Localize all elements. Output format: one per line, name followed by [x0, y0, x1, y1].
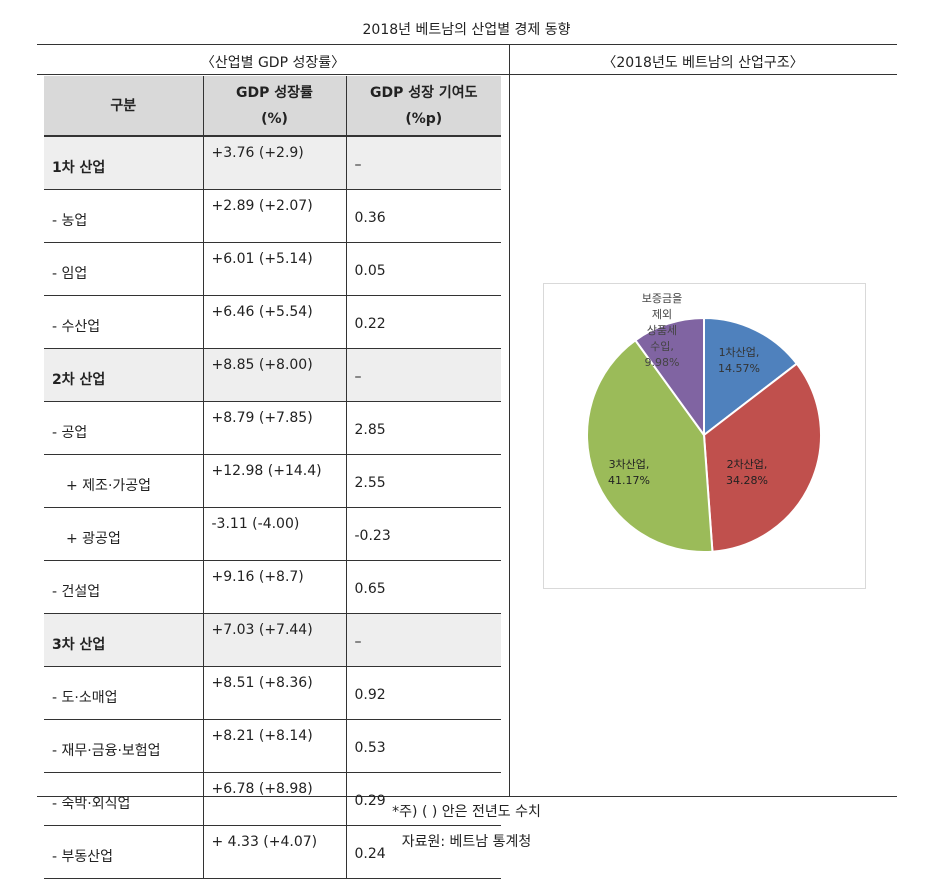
row-growth: +6.01 (+5.14) — [203, 242, 347, 296]
table-group-row: 2차 산업 +8.85 (+8.00) – — [44, 348, 501, 402]
row-growth: +9.16 (+8.7) — [203, 560, 347, 614]
row-category: - 숙박·외식업 — [44, 772, 204, 826]
table-row: - 숙박·외식업 +6.78 (+8.98) 0.29 — [44, 772, 501, 826]
table-row: + 제조·가공업 +12.98 (+14.4) 2.55 — [44, 454, 501, 508]
industry-structure-pie-chart: 1차산업, 14.57% 2차산업, 34.28% 3차산업, 41.17% 보증금을 제외 상… — [543, 283, 866, 589]
table-row: - 수산업 +6.46 (+5.54) 0.22 — [44, 295, 501, 349]
row-growth: +3.76 (+2.9) — [203, 136, 347, 190]
row-category: + 광공업 — [44, 507, 204, 561]
row-growth: +8.21 (+8.14) — [203, 719, 347, 773]
table-row: - 도·소매업 +8.51 (+8.36) 0.92 — [44, 666, 501, 720]
header-contribution: GDP 성장 기여도 (%p) — [346, 76, 501, 137]
row-growth: -3.11 (-4.00) — [203, 507, 347, 561]
row-category: - 건설업 — [44, 560, 204, 614]
source-note: 자료원: 베트남 통계청 — [401, 834, 532, 850]
row-growth: +2.89 (+2.07) — [203, 189, 347, 243]
row-contribution: – — [346, 136, 501, 190]
pie-slice — [702, 362, 822, 553]
row-growth: +8.79 (+7.85) — [203, 401, 347, 455]
left-section-heading: 〈산업별 GDP 성장률〉 — [200, 55, 346, 71]
table-row: - 농업 +2.89 (+2.07) 0.36 — [44, 189, 501, 243]
pie-data-label: 3차산업, 41.17% — [608, 458, 650, 487]
pie-slice — [703, 316, 799, 438]
row-growth: +6.78 (+8.98) — [203, 772, 347, 826]
pie-data-label: 2차산업, 34.28% — [726, 458, 768, 487]
pie-data-label: 보증금을 제외 상품세 수입, 9.98% — [642, 292, 682, 369]
row-category: - 재무·금융·보험업 — [44, 719, 204, 773]
row-category: - 공업 — [44, 401, 204, 455]
pie-svg: 1차산업, 14.57% 2차산업, 34.28% 3차산업, 41.17% 보증금을 제외 상… — [586, 292, 822, 553]
heading-rule — [37, 74, 897, 75]
row-growth: +8.85 (+8.00) — [203, 348, 347, 402]
row-contribution: 0.05 — [346, 242, 501, 296]
row-contribution: – — [346, 348, 501, 402]
row-growth: +7.03 (+7.44) — [203, 613, 347, 667]
row-category: + 제조·가공업 — [44, 454, 204, 508]
table-row: - 공업 +8.79 (+7.85) 2.85 — [44, 401, 501, 455]
table-row: - 임업 +6.01 (+5.14) 0.05 — [44, 242, 501, 296]
row-category: 2차 산업 — [44, 348, 204, 402]
row-contribution: – — [346, 613, 501, 667]
row-contribution: 2.55 — [346, 454, 501, 508]
header-category: 구분 — [44, 76, 204, 137]
document-title: 2018년 베트남의 산업별 경제 동향 — [362, 22, 571, 38]
header-contribution-line1: GDP 성장 기여도 — [369, 84, 478, 101]
pie-slice — [633, 316, 705, 439]
table-row: - 재무·금융·보험업 +8.21 (+8.14) 0.53 — [44, 719, 501, 773]
row-contribution: 0.29 — [346, 772, 501, 826]
footnote: *주) ( ) 안은 전년도 수치 — [392, 804, 541, 820]
table-group-row: 1차 산업 +3.76 (+2.9) – — [44, 136, 501, 190]
row-category: 1차 산업 — [44, 136, 204, 190]
header-category-label: 구분 — [110, 97, 137, 114]
row-category: 3차 산업 — [44, 613, 204, 667]
table-row: - 건설업 +9.16 (+8.7) 0.65 — [44, 560, 501, 614]
row-contribution: -0.23 — [346, 507, 501, 561]
row-contribution: 0.65 — [346, 560, 501, 614]
row-contribution: 0.92 — [346, 666, 501, 720]
header-growth-line1: GDP 성장률 — [236, 84, 313, 101]
row-growth: +6.46 (+5.54) — [203, 295, 347, 349]
row-contribution: 0.53 — [346, 719, 501, 773]
row-category: - 임업 — [44, 242, 204, 296]
header-growth: GDP 성장률 (%) — [203, 76, 347, 137]
row-contribution: 0.36 — [346, 189, 501, 243]
table-body: 1차 산업 +3.76 (+2.9) – - 농업 +2.89 (+2.07) 0.36-… — [44, 136, 501, 879]
row-contribution: 2.85 — [346, 401, 501, 455]
row-contribution: 0.22 — [346, 295, 501, 349]
header-growth-line2: (%) — [261, 110, 288, 127]
column-divider — [509, 44, 510, 796]
row-category: - 도·소매업 — [44, 666, 204, 720]
row-category: - 농업 — [44, 189, 204, 243]
pie-slice — [586, 338, 714, 553]
row-growth: +12.98 (+14.4) — [203, 454, 347, 508]
gdp-growth-table: 구분 GDP 성장률 (%) GDP 성장 기여도 (%p) 1차 산업 +3.7… — [44, 76, 501, 879]
pie-data-label: 1차산업, 14.57% — [718, 346, 760, 375]
table-row: + 광공업 -3.11 (-4.00) -0.23 — [44, 507, 501, 561]
row-growth: +8.51 (+8.36) — [203, 666, 347, 720]
header-contribution-line2: (%p) — [405, 110, 443, 127]
top-rule — [37, 44, 897, 45]
row-category: - 수산업 — [44, 295, 204, 349]
table-header-row: 구분 GDP 성장률 (%) GDP 성장 기여도 (%p) — [44, 76, 501, 137]
right-section-heading: 〈2018년도 베트남의 산업구조〉 — [602, 55, 804, 71]
table-group-row: 3차 산업 +7.03 (+7.44) – — [44, 613, 501, 667]
